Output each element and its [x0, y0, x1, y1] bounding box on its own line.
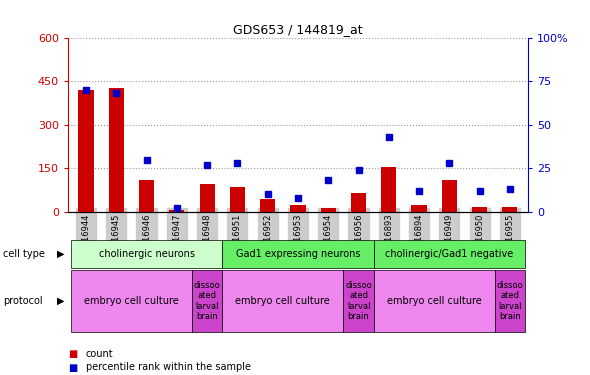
Bar: [381, 167, 396, 212]
Text: dissoo
ated
larval
brain: dissoo ated larval brain: [497, 281, 523, 321]
Bar: [230, 187, 245, 212]
Text: cholinergic/Gad1 negative: cholinergic/Gad1 negative: [385, 249, 513, 259]
Text: cell type: cell type: [3, 249, 45, 259]
Text: ▶: ▶: [57, 296, 65, 306]
Text: ■: ■: [68, 363, 77, 372]
Text: embryo cell culture: embryo cell culture: [387, 296, 481, 306]
Text: embryo cell culture: embryo cell culture: [84, 296, 179, 306]
Text: ■: ■: [68, 350, 77, 359]
Bar: [442, 180, 457, 212]
Text: count: count: [86, 350, 113, 359]
Bar: [320, 207, 336, 212]
Bar: [260, 199, 276, 212]
Text: Gad1 expressing neurons: Gad1 expressing neurons: [235, 249, 360, 259]
Text: percentile rank within the sample: percentile rank within the sample: [86, 363, 251, 372]
Bar: [78, 90, 94, 212]
Text: cholinergic neurons: cholinergic neurons: [99, 249, 195, 259]
Bar: [290, 206, 306, 212]
Bar: [411, 206, 427, 212]
Text: protocol: protocol: [3, 296, 42, 306]
Bar: [139, 180, 154, 212]
Bar: [199, 184, 215, 212]
Text: ▶: ▶: [57, 249, 65, 259]
Text: embryo cell culture: embryo cell culture: [235, 296, 330, 306]
Bar: [472, 207, 487, 212]
Bar: [169, 210, 185, 212]
Bar: [351, 193, 366, 212]
Text: dissoo
ated
larval
brain: dissoo ated larval brain: [345, 281, 372, 321]
Text: dissoo
ated
larval
brain: dissoo ated larval brain: [194, 281, 221, 321]
Title: GDS653 / 144819_at: GDS653 / 144819_at: [233, 23, 363, 36]
Bar: [502, 207, 517, 212]
Bar: [109, 88, 124, 212]
